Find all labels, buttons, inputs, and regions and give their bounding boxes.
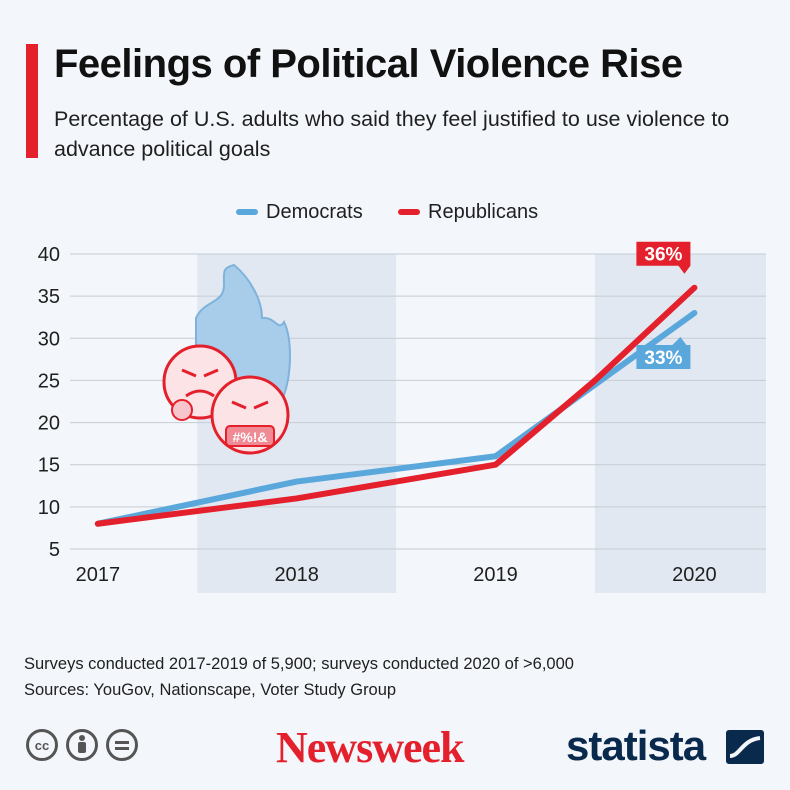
y-tick-label: 25 [38, 370, 60, 392]
x-tick-label-2020: 2020 [672, 564, 717, 586]
line-chart: 5 10 15 20 25 30 35 40 2017 2018 2019 2020 #%!& 36% 33… [38, 241, 766, 593]
cc-icon: cc [26, 729, 58, 761]
legend-item-republicans: Republicans [398, 199, 538, 225]
legend: Democrats Republicans [0, 199, 790, 225]
y-tick-label: 35 [38, 286, 60, 308]
angry-faces-illustration: #%!& [162, 263, 291, 455]
accent-bar [26, 44, 38, 158]
data-label-republicans-2020: 36% [644, 245, 682, 266]
x-tick-label-2019: 2019 [473, 564, 518, 586]
y-tick-label: 15 [38, 455, 60, 477]
sources: Sources: YouGov, Nationscape, Voter Stud… [24, 681, 397, 699]
data-label-bg-republicans [636, 241, 691, 274]
y-tick-label: 5 [49, 539, 60, 561]
by-icon [66, 729, 98, 761]
x-tick-label-2017: 2017 [76, 564, 121, 586]
swear-symbols: #%!& [232, 429, 267, 445]
legend-label-democrats: Democrats [266, 200, 363, 223]
swear-box-icon [225, 425, 275, 447]
chart-subtitle: Percentage of U.S. adults who said they … [54, 107, 730, 161]
x-tick-label-2018: 2018 [274, 564, 319, 586]
y-tick-label: 10 [38, 497, 60, 519]
y-tick-label: 20 [38, 413, 60, 435]
statista-logo: statista [566, 722, 706, 769]
legend-swatch-democrats [236, 209, 258, 215]
chart-title: Feelings of Political Violence Rise [54, 42, 683, 86]
legend-label-republicans: Republicans [428, 200, 539, 223]
data-label-democrats-2020: 33% [644, 348, 682, 369]
legend-swatch-republicans [398, 209, 420, 215]
swearing-brow-icon [231, 400, 269, 410]
angry-brow-icon [181, 368, 219, 378]
newsweek-logo: Newsweek [276, 723, 465, 772]
svg-text:cc: cc [35, 738, 49, 753]
data-label-bg-democrats [636, 337, 691, 369]
shaded-band-2020 [594, 254, 766, 593]
license-icons: cc [26, 729, 138, 761]
footnote: Surveys conducted 2017-2019 of 5,900; su… [24, 655, 574, 673]
series-line-democrats [94, 310, 698, 527]
y-tick-label: 40 [38, 244, 60, 266]
statista-mark-icon [726, 730, 764, 764]
y-tick-label: 30 [38, 328, 60, 350]
steam-puff-icon [171, 399, 193, 421]
nd-icon [106, 729, 138, 761]
angry-mouth-icon [185, 389, 215, 398]
series-line-republicans [94, 284, 698, 527]
legend-item-democrats: Democrats [236, 199, 363, 225]
